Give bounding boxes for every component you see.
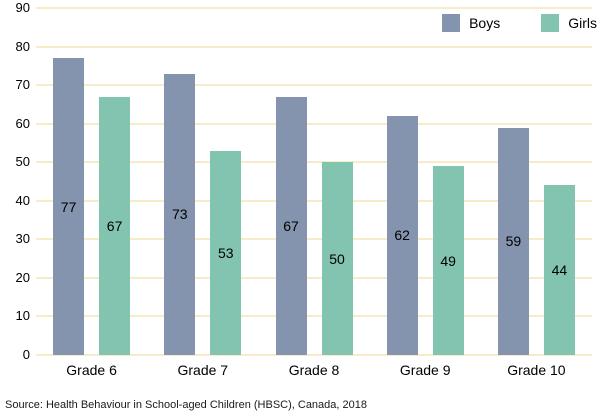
bar-value-label-boys-grade-6: 77 bbox=[60, 198, 77, 215]
gridline-30 bbox=[36, 238, 592, 241]
y-axis-tick-label: 0 bbox=[22, 347, 30, 362]
y-axis-tick-label: 40 bbox=[15, 192, 30, 208]
bar-value-label-girls-grade-10: 44 bbox=[551, 262, 568, 279]
legend-item-girls: Girls bbox=[541, 14, 597, 32]
legend-item-boys: Boys bbox=[442, 14, 500, 32]
x-axis-category-label-grade-6: Grade 6 bbox=[66, 362, 117, 378]
gridline-90 bbox=[36, 7, 592, 9]
bar-value-label-boys-grade-8: 67 bbox=[283, 217, 299, 234]
y-axis-tick-label: 70 bbox=[15, 77, 30, 93]
bar-girls-grade-6 bbox=[99, 96, 131, 355]
legend-label-girls: Girls bbox=[568, 15, 597, 31]
gridline-60 bbox=[36, 122, 592, 125]
x-axis-category-label-grade-7: Grade 7 bbox=[177, 362, 229, 378]
bar-value-label-boys-grade-10: 59 bbox=[505, 233, 522, 250]
legend-label-boys: Boys bbox=[469, 15, 501, 31]
bar-girls-grade-10 bbox=[543, 185, 575, 355]
bar-boys-grade-10 bbox=[497, 127, 529, 355]
gridline-0 bbox=[36, 354, 592, 356]
gridline-20 bbox=[36, 276, 592, 279]
x-axis-category-label-grade-10: Grade 10 bbox=[507, 362, 566, 378]
gridline-80 bbox=[36, 45, 592, 48]
gridline-10 bbox=[36, 315, 592, 318]
y-axis-tick-label: 10 bbox=[15, 308, 30, 324]
bar-boys-grade-7 bbox=[164, 73, 196, 355]
bar-value-label-boys-grade-9: 62 bbox=[394, 227, 410, 244]
y-axis-tick-label: 20 bbox=[15, 269, 30, 285]
legend-swatch-boys bbox=[442, 14, 461, 32]
bar-value-label-boys-grade-7: 73 bbox=[172, 206, 188, 223]
x-axis-category-label-grade-9: Grade 9 bbox=[399, 362, 451, 378]
y-axis-tick-label: 90 bbox=[15, 0, 30, 15]
bar-value-label-girls-grade-8: 50 bbox=[329, 250, 345, 267]
gridline-40 bbox=[36, 199, 592, 202]
bar-boys-grade-9 bbox=[386, 115, 418, 355]
y-axis-tick-label: 50 bbox=[15, 154, 30, 170]
bar-girls-grade-9 bbox=[432, 166, 464, 355]
bar-girls-grade-7 bbox=[210, 150, 242, 355]
y-axis-tick-label: 60 bbox=[15, 115, 30, 131]
gridline-70 bbox=[36, 84, 592, 87]
y-axis-tick-label: 30 bbox=[15, 231, 30, 247]
bar-boys-grade-6 bbox=[53, 58, 85, 355]
legend-swatch-girls bbox=[541, 14, 560, 32]
bar-value-label-girls-grade-6: 67 bbox=[106, 217, 123, 234]
bar-value-label-girls-grade-7: 53 bbox=[218, 244, 234, 261]
x-axis-category-label-grade-8: Grade 8 bbox=[288, 362, 340, 378]
source-note: Source: Health Behaviour in School-aged … bbox=[5, 399, 367, 411]
gridline-50 bbox=[36, 161, 592, 164]
y-axis-tick-label: 80 bbox=[15, 38, 30, 54]
bar-boys-grade-8 bbox=[275, 96, 307, 355]
legend: Boys Girls bbox=[442, 14, 597, 32]
bar-girls-grade-8 bbox=[321, 162, 353, 355]
bar-value-label-girls-grade-9: 49 bbox=[440, 252, 456, 269]
